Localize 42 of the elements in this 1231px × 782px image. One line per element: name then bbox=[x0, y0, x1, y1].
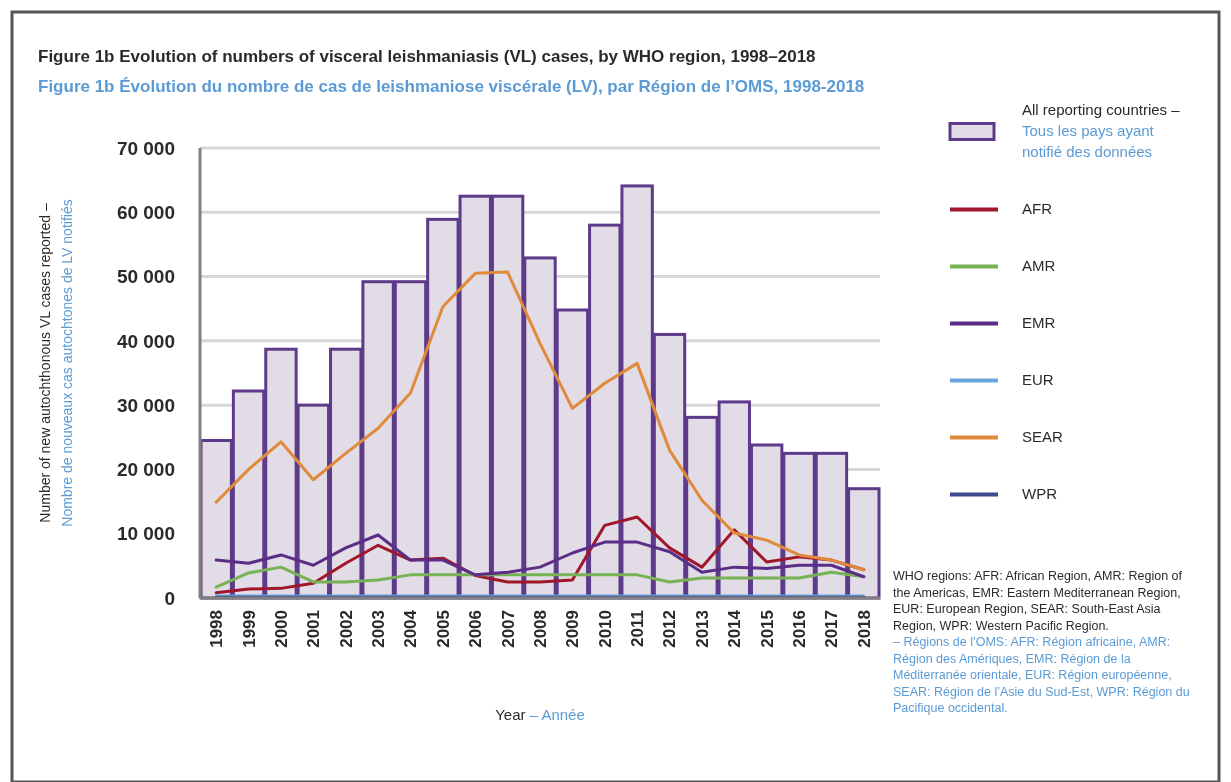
y-tick-label: 70 000 bbox=[116, 137, 175, 159]
x-tick-label: 2010 bbox=[595, 610, 615, 648]
x-axis-title: Year – Année bbox=[495, 706, 585, 723]
x-tick-label: 2018 bbox=[854, 610, 874, 648]
x-tick-label: 2013 bbox=[692, 610, 712, 648]
x-tick-label: 2001 bbox=[304, 610, 324, 648]
legend-label: AFR bbox=[1022, 200, 1053, 217]
y-tick-label: 0 bbox=[164, 587, 175, 609]
y-tick-label: 50 000 bbox=[116, 266, 175, 288]
text: – Régions de l’OMS: AFR: Région africaine, AMR: Région des Amériques, EMR: Région de la Méditerranée orientale, EUR: Région européenne, SEAR: Région de l’Asie du Sud-Est, WPR: Région du Pacifique occidental. bbox=[893, 635, 1190, 715]
chart-subtitle: Figure 1b Évolution du nombre de cas de leishmaniose viscérale (LV), par Région de l’OMS, 1998-2018 bbox=[38, 77, 865, 96]
x-tick-label: 2002 bbox=[336, 610, 356, 648]
x-tick-label: 2007 bbox=[498, 610, 518, 648]
chart-title: Figure 1b Evolution of numbers of visceral leishmaniasis (VL) cases, by WHO region, 1998–2018 bbox=[38, 47, 816, 66]
x-tick-label: 2008 bbox=[530, 610, 550, 648]
y-tick-label: 60 000 bbox=[116, 201, 175, 223]
x-tick-label: 2015 bbox=[757, 610, 777, 648]
x-tick-label: 2017 bbox=[822, 610, 842, 648]
x-tick-label: 2004 bbox=[401, 609, 421, 648]
y-axis-title: Number of new autochthonous VL cases reported – Nombre de nouveaux cas autochtones de LV notifiés bbox=[37, 199, 75, 527]
y-tick-label: 30 000 bbox=[116, 394, 175, 416]
y-tick-label: 20 000 bbox=[116, 459, 175, 481]
legend-label: WPR bbox=[1022, 485, 1058, 502]
x-tick-label: 2016 bbox=[790, 610, 809, 648]
legend-label: EUR bbox=[1022, 371, 1054, 388]
text: WHO regions: AFR: African Region, AMR: Region of the Americas, EMR: Eastern Mediterranean Region, EUR: European Region, SEAR: South-East Asia Region, WPR: Western Pacific Region. bbox=[893, 569, 1183, 633]
x-tick-label: 2011 bbox=[628, 610, 648, 647]
x-tick-label: 1998 bbox=[207, 610, 227, 648]
x-tick-label: 2000 bbox=[271, 610, 291, 648]
y-tick-label: 10 000 bbox=[116, 523, 175, 545]
legend-label: EMR bbox=[1022, 314, 1056, 331]
x-tick-label: 2014 bbox=[725, 609, 745, 648]
x-tick-label: 2012 bbox=[660, 610, 680, 648]
x-tick-label: 2006 bbox=[466, 610, 486, 648]
legend-label: All reporting countries – Tous les pays ayant notifié des données bbox=[1022, 101, 1181, 160]
x-tick-label: 2009 bbox=[563, 610, 583, 648]
x-tick-label: 2005 bbox=[433, 610, 453, 648]
y-tick-label: 40 000 bbox=[116, 330, 175, 352]
x-tick-label: 2003 bbox=[369, 610, 389, 648]
legend-label: SEAR bbox=[1022, 428, 1064, 445]
x-tick-label: 1999 bbox=[239, 610, 259, 648]
legend-label: AMR bbox=[1022, 257, 1056, 274]
